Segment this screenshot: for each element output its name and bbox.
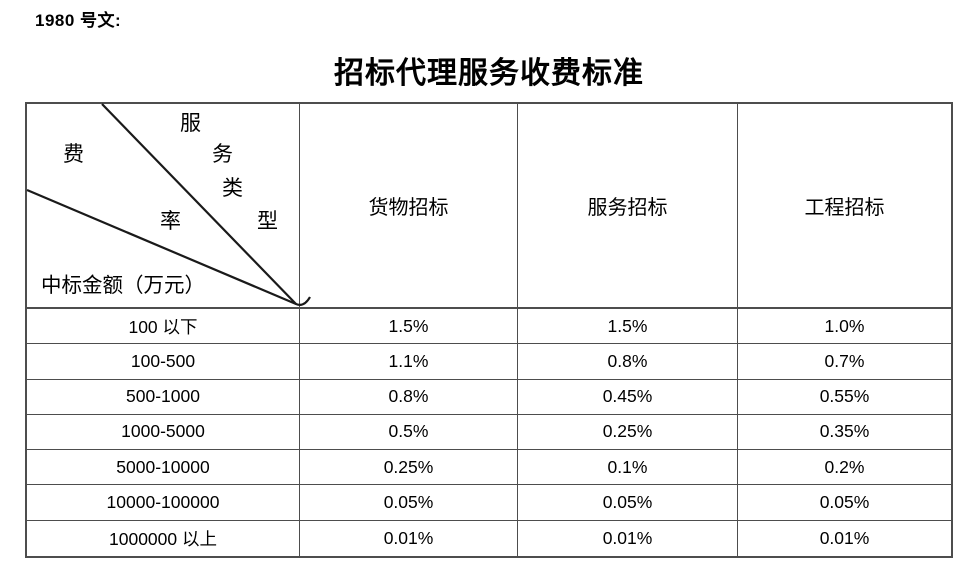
- fee-cell: 0.8%: [518, 344, 738, 380]
- diagonal-lines: [26, 103, 311, 306]
- row-label-cell: 5000-10000: [27, 450, 300, 486]
- fee-cell: 1.5%: [300, 309, 518, 345]
- diagonal-line-upper: [101, 103, 297, 305]
- row-label-cell: 500-1000: [27, 379, 300, 415]
- fee-cell: 0.1%: [518, 450, 738, 486]
- corner-amount-label: 中标金额（万元）: [41, 275, 205, 297]
- fee-cell: 1.1%: [300, 344, 518, 380]
- fee-cell: 0.01%: [518, 520, 738, 556]
- diagonal-line-lower: [26, 188, 311, 306]
- fee-cell: 1.5%: [518, 309, 738, 345]
- fee-cell: 0.7%: [738, 344, 951, 380]
- fee-cell: 0.01%: [300, 520, 518, 556]
- fee-cell: 0.05%: [300, 485, 518, 521]
- fee-cell: 0.45%: [518, 379, 738, 415]
- fee-standard-table: 费 服 务 类 型 率 中标金额（万元） 货物招标 服务招标 工程招标 100 …: [25, 102, 953, 558]
- column-header-works: 工程招标: [738, 104, 951, 309]
- corner-char-fee-2: 率: [160, 209, 181, 233]
- fee-cell: 0.25%: [300, 450, 518, 486]
- page-title: 招标代理服务收费标准: [334, 57, 644, 90]
- column-header-goods: 货物招标: [300, 104, 518, 309]
- document-reference: 1980 号文:: [35, 11, 122, 30]
- row-label-cell: 10000-100000: [27, 485, 300, 521]
- diagonal-corner-cell: 费 服 务 类 型 率 中标金额（万元）: [26, 103, 311, 309]
- row-label-cell: 1000000 以上: [27, 520, 300, 556]
- fee-cell: 0.55%: [738, 380, 951, 415]
- row-label-cell: 1000-5000: [27, 414, 300, 451]
- row-label-cell: 100 以下: [27, 309, 300, 345]
- fee-cell: 0.2%: [738, 450, 951, 486]
- corner-char-fee-1: 费: [63, 142, 84, 166]
- corner-char-type-2: 务: [212, 142, 233, 166]
- fee-cell: 0.05%: [738, 485, 951, 521]
- fee-cell: 0.01%: [819, 527, 870, 548]
- fee-cell: 1.0%: [738, 309, 951, 345]
- column-header-services: 服务招标: [518, 104, 738, 309]
- fee-cell: 0.25%: [518, 414, 738, 451]
- row-label-cell: 100-500: [27, 344, 300, 380]
- fee-cell: 0.35%: [738, 415, 951, 451]
- fee-cell: 0.5%: [300, 414, 518, 451]
- corner-char-type-1: 服: [180, 111, 201, 135]
- corner-char-type-4: 型: [257, 209, 278, 233]
- fee-cell: 0.05%: [518, 485, 738, 521]
- fee-cell: 0.8%: [300, 379, 518, 415]
- corner-char-type-3: 类: [222, 176, 243, 200]
